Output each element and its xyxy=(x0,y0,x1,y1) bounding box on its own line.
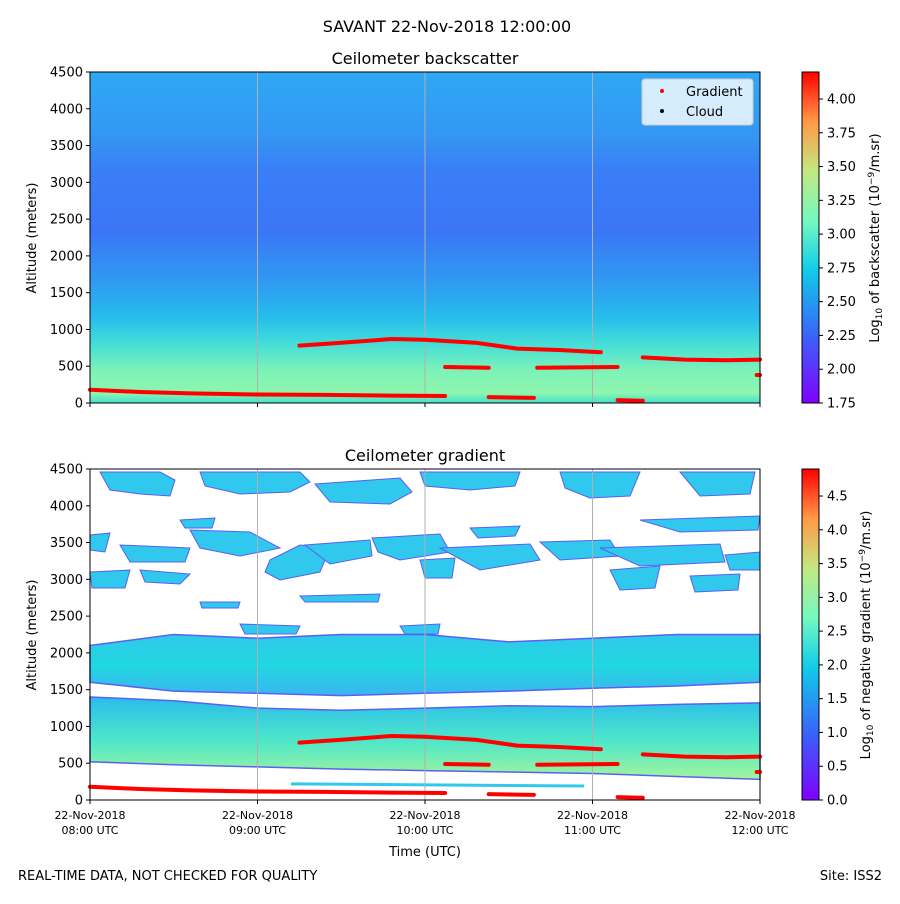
ytick-label-4000: 4000 xyxy=(50,499,83,514)
legend-cloud-label: Cloud xyxy=(686,105,723,120)
ytick-label-3500: 3500 xyxy=(50,536,83,551)
panel1-title: Ceilometer backscatter xyxy=(332,49,519,68)
ytick-label-2000: 2000 xyxy=(50,249,83,264)
gradient-segment-4 xyxy=(486,395,536,400)
ytick-label-4500: 4500 xyxy=(50,463,83,478)
panel1-x-ticks xyxy=(89,403,761,407)
panel1-ylabel: Altitude (meters) xyxy=(25,183,40,294)
colorbar1: 1.75 2.00 2.25 2.50 2.75 3.00 3.25 3.50 3.75 4.00… xyxy=(801,71,885,412)
xtick-time-label: 10:00 UTC xyxy=(396,824,453,837)
gradient-segment-3 xyxy=(443,762,491,767)
colorbar1-label: Log10 of backscatter (10−9/m.sr) xyxy=(867,133,885,342)
figure-suptitle: SAVANT 22-Nov-2018 12:00:00 xyxy=(323,17,571,36)
colorbar-tick-label: 1.5 xyxy=(827,692,848,707)
ytick-label-3000: 3000 xyxy=(50,176,83,191)
legend-box xyxy=(641,78,754,126)
colorbar-tick-label: 2.0 xyxy=(827,658,848,673)
ytick-label-2500: 2500 xyxy=(50,213,83,228)
colorbar-tick-label: 4.00 xyxy=(827,93,856,108)
colorbar-tick-label: 3.0 xyxy=(827,591,848,606)
colorbar-tick-label: 3.5 xyxy=(827,557,848,572)
ytick-label-2000: 2000 xyxy=(50,646,83,661)
panel2-gradient-markers xyxy=(88,734,762,800)
xtick-date-label: 22-Nov-2018 xyxy=(389,809,460,822)
ytick-label-0: 0 xyxy=(75,794,83,809)
gradient-segment-5 xyxy=(535,365,620,370)
colorbar1-ticks: 1.75 2.00 2.25 2.50 2.75 3.00 3.25 3.50 3.75 4.00 xyxy=(819,93,856,412)
legend: Gradient Cloud xyxy=(641,78,754,126)
gradient-low-streak xyxy=(290,782,585,788)
ytick-label-4500: 4500 xyxy=(50,66,83,81)
xtick-date-label: 22-Nov-2018 xyxy=(724,809,795,822)
colorbar-tick-label: 3.50 xyxy=(827,160,856,175)
colorbar-tick-label: 2.00 xyxy=(827,363,856,378)
panel1-gridlines xyxy=(257,72,593,403)
ytick-label-1500: 1500 xyxy=(50,683,83,698)
colorbar-tick-label: 0.0 xyxy=(827,794,848,809)
ytick-label-0: 0 xyxy=(75,397,83,412)
legend-cloud-marker xyxy=(660,109,664,113)
site-label: Site: ISS2 xyxy=(819,869,882,884)
colorbar2-ticks: 0.0 0.5 1.0 1.5 2.0 2.5 3.0 3.5 4.0 4.5 xyxy=(819,490,848,809)
gradient-segment-1 xyxy=(88,387,448,398)
panel2-plot: 0 500 1000 1500 2000 2500 3000 3500 4000 4500 22-… xyxy=(50,463,796,838)
gradient-segment-6 xyxy=(615,795,645,800)
xtick-time-label: 12:00 UTC xyxy=(731,824,788,837)
xtick-date-label: 22-Nov-2018 xyxy=(54,809,125,822)
ytick-label-4000: 4000 xyxy=(50,102,83,117)
panel2-title: Ceilometer gradient xyxy=(345,446,505,465)
xtick-date-label: 22-Nov-2018 xyxy=(557,809,628,822)
legend-gradient-label: Gradient xyxy=(686,85,743,100)
gradient-segment-6 xyxy=(615,398,645,403)
panel1-y-axis: 0 500 1000 1500 2000 2500 3000 3500 4000 4500 xyxy=(50,66,90,412)
ytick-label-500: 500 xyxy=(58,757,83,772)
colorbar2-bar xyxy=(801,468,820,801)
panel2-gridlines xyxy=(257,469,593,800)
xtick-time-label: 11:00 UTC xyxy=(564,824,621,837)
colorbar-tick-label: 3.25 xyxy=(827,194,856,209)
gradient-segment-4 xyxy=(486,792,536,797)
gradient-segment-2 xyxy=(297,734,603,752)
colorbar-tick-label: 2.75 xyxy=(827,261,856,276)
panel2-ylabel: Altitude (meters) xyxy=(25,580,40,691)
colorbar-tick-label: 2.25 xyxy=(827,329,856,344)
legend-gradient-marker xyxy=(660,89,664,93)
gradient-segment-3 xyxy=(443,365,491,370)
panel2-xlabel: Time (UTC) xyxy=(388,845,461,860)
colorbar-tick-label: 4.5 xyxy=(827,490,848,505)
colorbar2: 0.0 0.5 1.0 1.5 2.0 2.5 3.0 3.5 4.0 4.5 Log10 of … xyxy=(801,468,876,809)
ytick-label-3000: 3000 xyxy=(50,573,83,588)
ytick-label-1000: 1000 xyxy=(50,720,83,735)
gradient-segment-5 xyxy=(535,762,620,767)
colorbar-tick-label: 0.5 xyxy=(827,760,848,775)
colorbar-tick-label: 1.0 xyxy=(827,726,848,741)
gradient-segment-7 xyxy=(640,752,762,760)
panel2-y-axis: 0 500 1000 1500 2000 2500 3000 3500 4000 4500 xyxy=(50,463,90,809)
panel2-x-axis: 22-Nov-2018 08:00 UTC 22-Nov-2018 09:00 UTC… xyxy=(54,800,796,837)
colorbar-tick-label: 4.0 xyxy=(827,523,848,538)
ytick-label-1000: 1000 xyxy=(50,323,83,338)
colorbar-tick-label: 3.75 xyxy=(827,126,856,141)
quality-disclaimer: REAL-TIME DATA, NOT CHECKED FOR QUALITY xyxy=(18,869,318,884)
colorbar-tick-label: 3.00 xyxy=(827,228,856,243)
colorbar-tick-label: 2.50 xyxy=(827,295,856,310)
colorbar2-label: Log10 of negative gradient (10−9/m.sr) xyxy=(858,511,876,760)
ytick-label-500: 500 xyxy=(58,360,83,375)
colorbar-tick-label: 1.75 xyxy=(827,397,856,412)
ytick-label-3500: 3500 xyxy=(50,139,83,154)
xtick-time-label: 09:00 UTC xyxy=(229,824,286,837)
panel1-plot: 0 500 1000 1500 2000 2500 3000 3500 4000 4500 xyxy=(50,66,762,412)
gradient-segment-2 xyxy=(297,337,603,355)
ytick-label-1500: 1500 xyxy=(50,286,83,301)
xtick-date-label: 22-Nov-2018 xyxy=(222,809,293,822)
gradient-segment-1 xyxy=(88,784,448,795)
colorbar-tick-label: 2.5 xyxy=(827,625,848,640)
xtick-time-label: 08:00 UTC xyxy=(61,824,118,837)
panel1-gradient-markers xyxy=(88,337,762,403)
colorbar1-bar xyxy=(801,71,820,404)
gradient-segment-7 xyxy=(640,355,762,363)
ytick-label-2500: 2500 xyxy=(50,610,83,625)
